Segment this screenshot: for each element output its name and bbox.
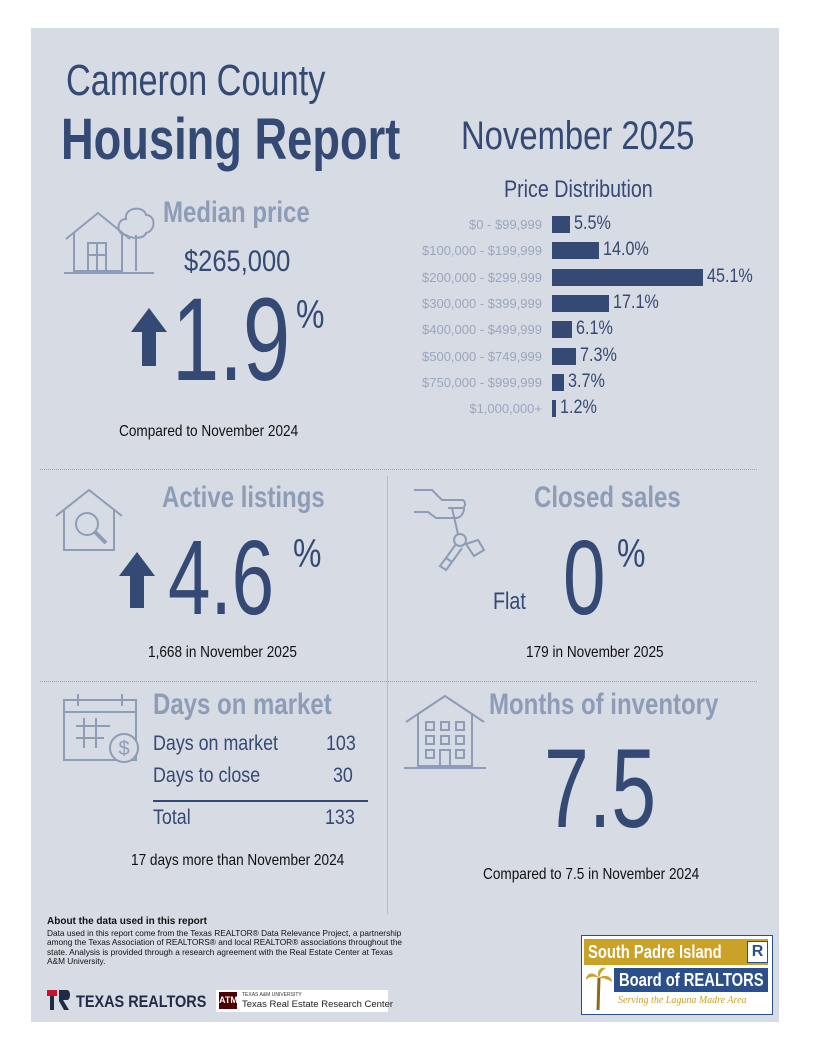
tamu-small-text: TEXAS A&M UNIVERSITY xyxy=(242,992,302,998)
active-listings-pct: % xyxy=(293,532,322,576)
apartment-building-icon xyxy=(404,694,486,769)
arrow-up-icon xyxy=(131,308,167,366)
title-report: Housing Report xyxy=(61,107,401,172)
active-listings-change: 4.6 xyxy=(168,519,275,637)
price-bar xyxy=(552,268,703,286)
median-price-title: Median price xyxy=(163,196,310,229)
about-heading: About the data used in this report xyxy=(47,916,208,927)
dom-total-value: 133 xyxy=(325,806,355,829)
report-panel xyxy=(31,28,779,1022)
price-range-label: $100,000 - $199,999 xyxy=(422,243,542,259)
price-bar-value: 45.1% xyxy=(707,265,753,287)
spi-line1 xyxy=(584,939,768,965)
dom-row-value: 103 xyxy=(326,732,356,755)
active-listings-caption: 1,668 in November 2025 xyxy=(148,644,297,661)
price-bar xyxy=(552,242,599,260)
price-range-label: $1,000,000+ xyxy=(469,401,542,417)
dom-row-value: 30 xyxy=(333,764,353,787)
median-price-pct: % xyxy=(296,293,325,337)
closed-sales-change: 0 xyxy=(563,519,606,637)
arrow-up-icon xyxy=(119,552,155,608)
texas-realtors-logo-icon xyxy=(47,990,70,1010)
price-bar xyxy=(552,400,557,418)
price-bar-value: 1.2% xyxy=(560,397,597,419)
price-range-label: $300,000 - $399,999 xyxy=(422,295,542,311)
inventory-caption: Compared to 7.5 in November 2024 xyxy=(483,866,700,883)
price-bar xyxy=(552,216,571,233)
dom-row-label: Days on market xyxy=(153,732,279,755)
price-bar-value: 17.1% xyxy=(613,291,660,313)
dom-total-rule xyxy=(153,800,368,802)
closed-sales-flat: Flat xyxy=(493,588,526,615)
texas-realtors-logo: TEXAS REALTORS xyxy=(76,992,207,1011)
closed-sales-caption: 179 in November 2025 xyxy=(526,644,664,661)
closed-sales-pct: % xyxy=(617,532,646,576)
price-bar xyxy=(552,373,565,391)
closed-sales-title: Closed sales xyxy=(534,481,681,514)
dom-title: Days on market xyxy=(153,688,332,721)
title-county: Cameron County xyxy=(66,56,326,105)
median-price-caption: Compared to November 2024 xyxy=(119,423,299,440)
active-listings-title: Active listings xyxy=(162,481,325,514)
report-month: November 2025 xyxy=(461,114,695,158)
svg-text:$: $ xyxy=(118,738,129,760)
price-range-label: $0 - $99,999 xyxy=(468,217,542,232)
price-range-label: $200,000 - $299,999 xyxy=(422,269,542,285)
price-bar xyxy=(552,347,577,365)
about-body: Data used in this report come from the T… xyxy=(47,928,403,967)
hand-keys-icon xyxy=(414,489,486,572)
price-range-label: $400,000 - $499,999 xyxy=(422,322,542,338)
price-bar-value: 5.5% xyxy=(574,213,612,234)
price-range-label: $500,000 - $749,999 xyxy=(422,348,542,364)
inventory-title: Months of inventory xyxy=(489,688,719,721)
price-bar-value: 6.1% xyxy=(576,318,614,340)
price-bar xyxy=(552,294,610,312)
house-tree-icon xyxy=(64,207,155,274)
spi-line2-text: Board of REALTORS xyxy=(619,970,764,990)
dom-caption: 17 days more than November 2024 xyxy=(131,852,345,869)
divider-top xyxy=(40,469,757,470)
tamu-logo-box xyxy=(216,990,388,1012)
price-bar-value: 14.0% xyxy=(602,239,649,261)
divider-vertical xyxy=(387,476,388,914)
median-price-value: $265,000 xyxy=(184,245,291,278)
spi-line1-text: South Padre Island xyxy=(588,942,722,962)
price-bar-value: 3.7% xyxy=(568,370,606,392)
spi-line2 xyxy=(614,968,768,992)
palm-tree-icon xyxy=(586,967,612,1010)
house-search-icon xyxy=(55,488,123,551)
dom-row-label: Days to close xyxy=(153,764,261,787)
price-distribution-title: Price Distribution xyxy=(504,176,653,203)
divider-middle xyxy=(40,681,757,682)
realtor-r-icon: R xyxy=(747,941,768,963)
inventory-value: 7.5 xyxy=(544,726,657,851)
price-bar-value: 7.3% xyxy=(580,344,618,366)
price-bar xyxy=(552,321,573,339)
tamu-center-text: Texas Real Estate Research Center xyxy=(242,999,394,1010)
dom-total-label: Total xyxy=(153,806,191,829)
calendar-money-icon: $ xyxy=(63,694,139,763)
spi-tagline: Serving the Laguna Madre Area xyxy=(618,995,747,1006)
median-price-change: 1.9 xyxy=(172,274,291,406)
price-range-label: $750,000 - $999,999 xyxy=(422,374,542,390)
tamu-logo-icon: ATM xyxy=(219,992,238,1009)
